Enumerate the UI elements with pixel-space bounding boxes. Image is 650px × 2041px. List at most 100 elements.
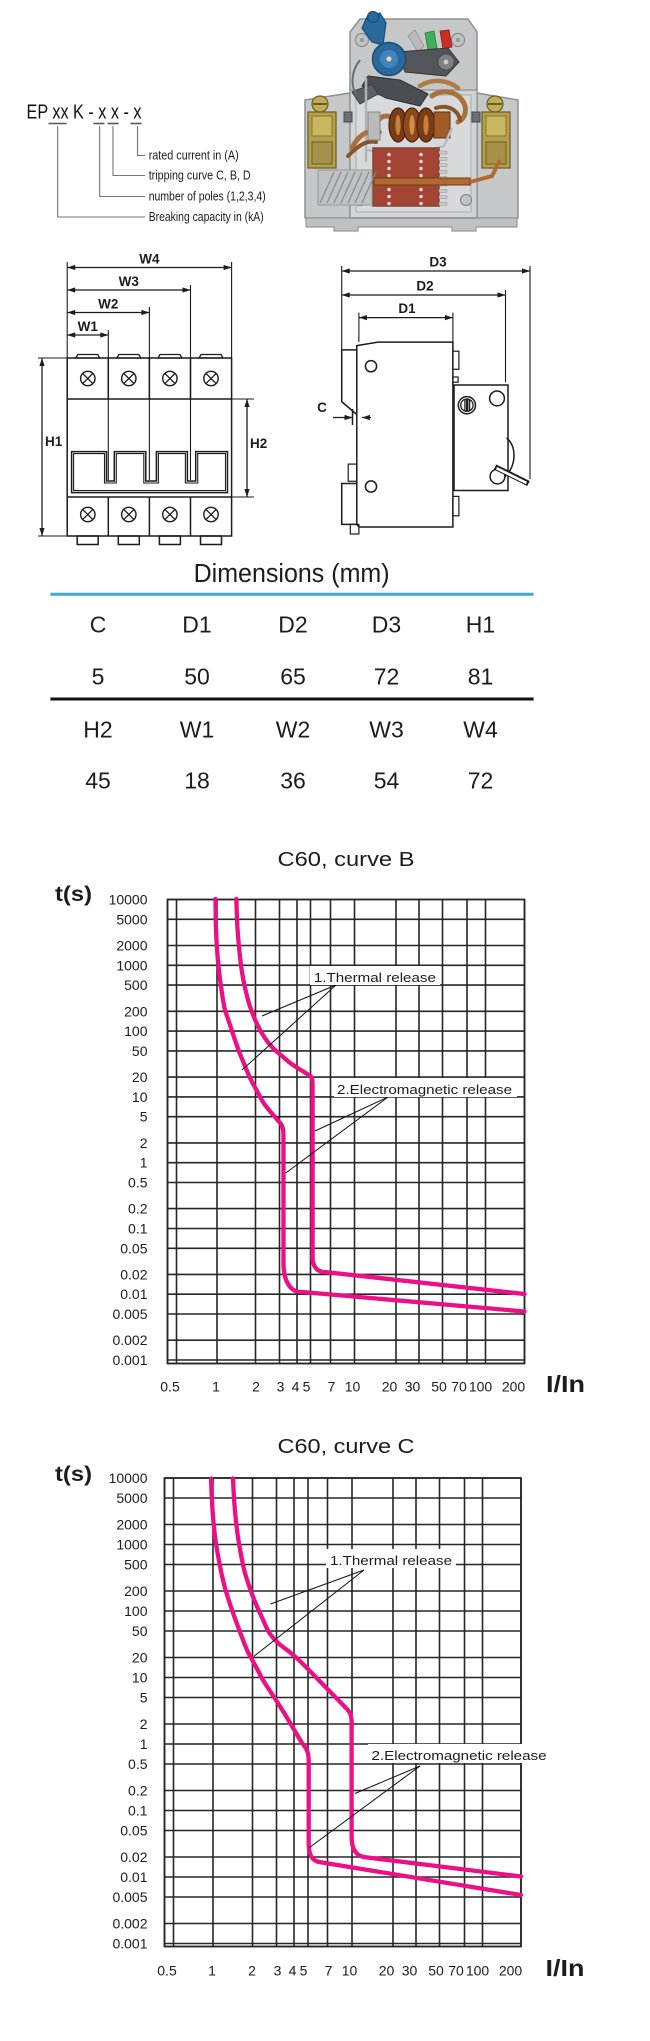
svg-text:W2: W2: [98, 297, 118, 312]
svg-text:2000: 2000: [116, 1517, 147, 1533]
svg-text:4: 4: [292, 1379, 300, 1395]
svg-text:70: 70: [451, 1379, 467, 1395]
svg-text:1: 1: [140, 1155, 148, 1171]
svg-text:10: 10: [132, 1089, 148, 1105]
svg-text:72: 72: [374, 664, 400, 690]
svg-text:5000: 5000: [116, 911, 147, 927]
svg-text:C60, curve C: C60, curve C: [278, 1436, 415, 1458]
svg-text:5: 5: [300, 1963, 308, 1979]
svg-text:2000: 2000: [116, 938, 147, 954]
svg-text:4: 4: [289, 1963, 297, 1979]
svg-text:5000: 5000: [116, 1490, 147, 1506]
svg-text:200: 200: [124, 1583, 148, 1599]
svg-text:30: 30: [402, 1963, 418, 1979]
svg-text:50: 50: [132, 1623, 148, 1639]
svg-text:W1: W1: [180, 717, 215, 743]
svg-text:C: C: [317, 400, 327, 415]
svg-text:0.5: 0.5: [160, 1379, 180, 1395]
svg-text:0.1: 0.1: [128, 1803, 148, 1819]
svg-text:100: 100: [124, 1023, 148, 1039]
svg-text:D2: D2: [416, 279, 433, 294]
svg-text:0.2: 0.2: [128, 1783, 148, 1799]
svg-text:20: 20: [382, 1379, 398, 1395]
svg-text:0.005: 0.005: [112, 1306, 147, 1322]
svg-text:H2: H2: [83, 717, 112, 743]
svg-text:200: 200: [124, 1003, 148, 1019]
svg-text:I/In: I/In: [546, 1955, 585, 1981]
svg-text:30: 30: [405, 1379, 421, 1395]
svg-text:100: 100: [466, 1963, 490, 1979]
svg-text:0.01: 0.01: [120, 1286, 147, 1302]
svg-text:2: 2: [140, 1135, 148, 1151]
svg-text:0.2: 0.2: [128, 1201, 148, 1217]
svg-text:0.001: 0.001: [112, 1352, 147, 1368]
svg-text:0.5: 0.5: [157, 1963, 177, 1979]
svg-text:H1: H1: [466, 612, 495, 638]
svg-text:number of poles (1,2,3,4): number of poles (1,2,3,4): [149, 190, 266, 204]
svg-text:1: 1: [208, 1963, 216, 1979]
svg-text:1.Thermal release: 1.Thermal release: [330, 1553, 452, 1568]
svg-text:2: 2: [248, 1963, 256, 1979]
svg-text:0.02: 0.02: [120, 1849, 147, 1865]
svg-text:7: 7: [328, 1379, 336, 1395]
svg-text:H1: H1: [45, 434, 63, 449]
svg-text:0.005: 0.005: [112, 1889, 147, 1905]
svg-text:D3: D3: [372, 612, 401, 638]
svg-text:D2: D2: [278, 612, 307, 638]
svg-text:t(s): t(s): [55, 1463, 92, 1486]
svg-text:54: 54: [374, 768, 400, 794]
svg-text:0.05: 0.05: [120, 1240, 147, 1256]
svg-text:W2: W2: [276, 717, 311, 743]
svg-text:2.Electromagnetic release: 2.Electromagnetic release: [337, 1082, 512, 1097]
svg-text:20: 20: [132, 1650, 148, 1666]
svg-text:0.002: 0.002: [112, 1916, 147, 1932]
svg-text:100: 100: [124, 1603, 148, 1619]
svg-text:500: 500: [124, 1557, 148, 1573]
svg-text:1: 1: [212, 1379, 220, 1395]
svg-text:10000: 10000: [109, 1470, 148, 1486]
svg-text:3: 3: [277, 1379, 285, 1395]
svg-text:0.002: 0.002: [112, 1332, 147, 1348]
svg-text:72: 72: [468, 768, 494, 794]
svg-text:0.02: 0.02: [120, 1266, 147, 1282]
svg-text:45: 45: [85, 768, 111, 794]
svg-text:5: 5: [140, 1690, 148, 1706]
svg-text:50: 50: [184, 664, 210, 690]
svg-text:C60, curve B: C60, curve B: [278, 849, 415, 871]
svg-text:500: 500: [124, 977, 148, 993]
svg-text:0.5: 0.5: [128, 1756, 148, 1772]
svg-text:1000: 1000: [116, 957, 147, 973]
svg-text:Dimensions (mm): Dimensions (mm): [194, 560, 390, 588]
svg-text:2: 2: [252, 1379, 260, 1395]
svg-text:100: 100: [469, 1379, 493, 1395]
svg-text:0.5: 0.5: [128, 1175, 148, 1191]
svg-text:H2: H2: [250, 436, 267, 451]
svg-text:W3: W3: [119, 274, 140, 289]
svg-text:1: 1: [140, 1736, 148, 1752]
svg-text:5: 5: [140, 1109, 148, 1125]
svg-text:10: 10: [132, 1670, 148, 1686]
svg-text:36: 36: [280, 768, 306, 794]
svg-text:1000: 1000: [116, 1537, 147, 1553]
svg-text:3: 3: [274, 1963, 282, 1979]
svg-text:W4: W4: [139, 252, 160, 267]
svg-text:50: 50: [431, 1379, 447, 1395]
svg-text:Breaking capacity in (kA): Breaking capacity in (kA): [149, 210, 264, 224]
svg-text:5: 5: [303, 1379, 311, 1395]
svg-text:C: C: [90, 612, 107, 638]
svg-text:5: 5: [92, 664, 105, 690]
svg-text:0.05: 0.05: [120, 1823, 147, 1839]
svg-text:D1: D1: [182, 612, 211, 638]
svg-text:D1: D1: [398, 301, 416, 316]
svg-text:W4: W4: [463, 717, 498, 743]
svg-text:65: 65: [280, 664, 306, 690]
svg-text:20: 20: [132, 1069, 148, 1085]
svg-text:t(s): t(s): [55, 883, 92, 906]
svg-text:W3: W3: [369, 717, 404, 743]
svg-text:20: 20: [379, 1963, 395, 1979]
svg-text:0.1: 0.1: [128, 1221, 148, 1237]
svg-text:50: 50: [428, 1963, 444, 1979]
svg-text:2.Electromagnetic release: 2.Electromagnetic release: [372, 1748, 547, 1763]
svg-text:81: 81: [468, 664, 494, 690]
svg-text:50: 50: [132, 1043, 148, 1059]
